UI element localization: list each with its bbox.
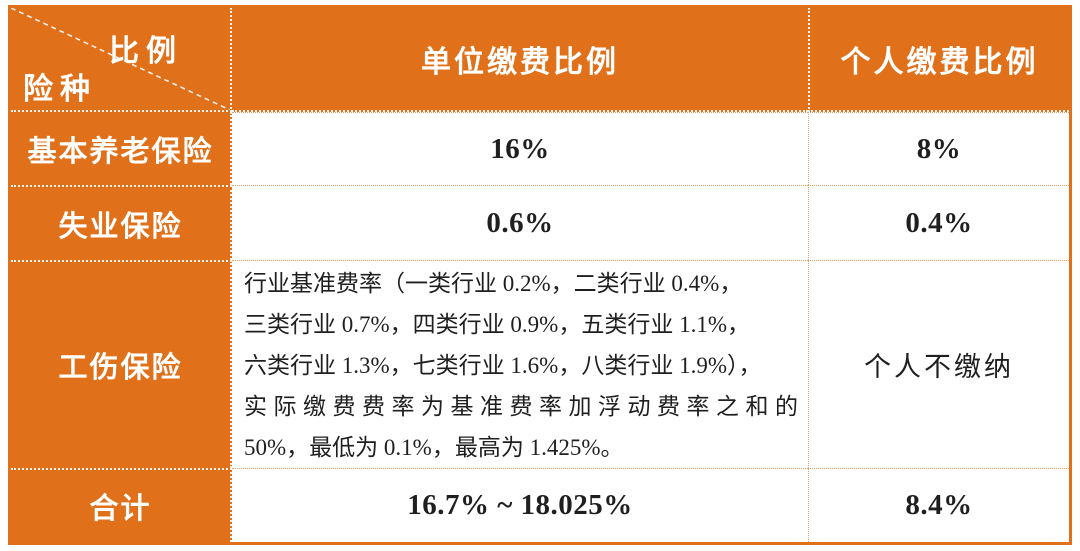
rate-description-line: 三类行业 0.7%，四类行业 0.9%，五类行业 1.1%， bbox=[244, 312, 750, 337]
corner-header-cell: 比例 险种 bbox=[11, 8, 232, 112]
row-label-work-injury: 工伤保险 bbox=[11, 260, 232, 468]
column-header-unit-rate: 单位缴费比例 bbox=[232, 8, 808, 112]
row-label-total: 合计 bbox=[11, 468, 232, 542]
unit-rate-description-cell: 行业基准费率（一类行业 0.2%，二类行业 0.4%， 三类行业 0.7%，四类… bbox=[232, 260, 808, 468]
corner-label-insurance-type: 险种 bbox=[23, 73, 97, 106]
row-label-pension: 基本养老保险 bbox=[11, 112, 232, 185]
corner-label-ratio: 比例 bbox=[109, 35, 183, 68]
rate-description-line: 实际缴费费率为基准费率加浮动费率之和的 bbox=[244, 394, 798, 419]
unit-rate-cell: 0.6% bbox=[232, 185, 808, 260]
rate-description-line: 六类行业 1.3%，七类行业 1.6%，八类行业 1.9%）， bbox=[244, 353, 762, 378]
unit-rate-cell: 16% bbox=[232, 112, 808, 185]
personal-rate-cell: 8% bbox=[808, 112, 1069, 185]
rate-description-line: 50%，最低为 0.1%，最高为 1.425%。 bbox=[244, 435, 624, 460]
personal-rate-cell: 0.4% bbox=[808, 185, 1069, 260]
personal-rate-cell: 8.4% bbox=[808, 468, 1069, 542]
personal-rate-cell: 个人不缴纳 bbox=[808, 260, 1069, 468]
row-label-unemployment: 失业保险 bbox=[11, 185, 232, 260]
social-insurance-rate-table: 比例 险种 单位缴费比例 个人缴费比例 基本养老保险 16% 8% 失业保险 0… bbox=[8, 5, 1072, 545]
column-header-personal-rate: 个人缴费比例 bbox=[808, 8, 1069, 112]
unit-rate-cell: 16.7% ~ 18.025% bbox=[232, 468, 808, 542]
rate-description-line: 行业基准费率（一类行业 0.2%，二类行业 0.4%， bbox=[244, 271, 743, 296]
diagonal-divider-line bbox=[11, 8, 230, 110]
